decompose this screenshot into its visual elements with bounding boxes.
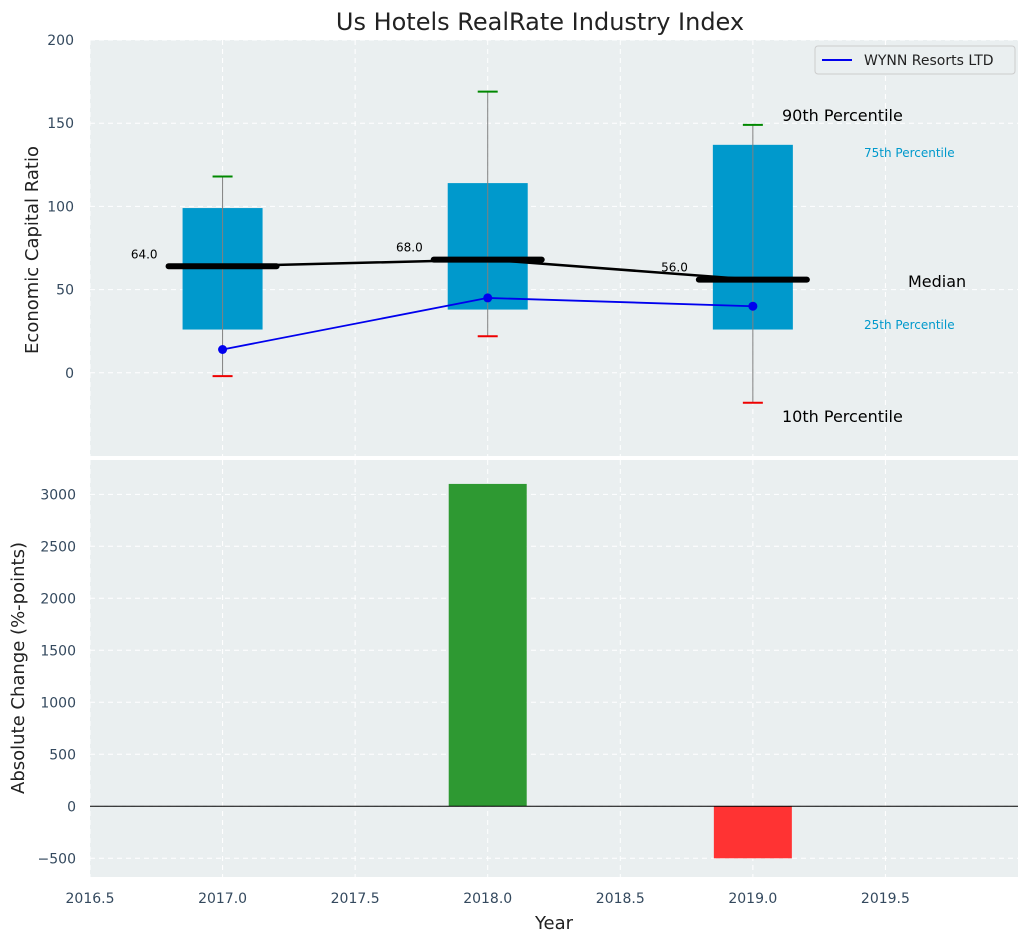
annotation-p10: 10th Percentile: [782, 407, 903, 426]
annotation-p75: 75th Percentile: [864, 146, 955, 160]
series-point: [748, 301, 758, 311]
x-axis-label: Year: [534, 913, 574, 934]
legend: WYNN Resorts LTD: [814, 45, 1016, 75]
series-point: [218, 345, 228, 355]
legend-box: [814, 45, 1016, 75]
bottom-y-tick-label: 2000: [40, 591, 76, 607]
top-y-tick-label: 50: [56, 283, 74, 299]
bottom-y-tick-label: 2500: [40, 539, 76, 555]
x-tick-label: 2019.5: [861, 891, 910, 907]
median-value-label: 64.0: [131, 247, 158, 261]
top-y-tick-label: 0: [65, 366, 74, 382]
series-point: [483, 293, 493, 303]
annotation-p90: 90th Percentile: [782, 106, 903, 125]
bottom-y-tick-label: 1500: [40, 643, 76, 659]
x-tick-label: 2018.5: [596, 891, 645, 907]
top-y-axis-label: Economic Capital Ratio: [22, 146, 43, 354]
x-tick-label: 2017.0: [198, 891, 247, 907]
x-tick-label: 2018.0: [463, 891, 512, 907]
top-y-tick-label: 150: [47, 116, 74, 132]
top-y-tick-label: 200: [47, 33, 74, 49]
median-trend-line: [222, 258, 753, 281]
median-value-label: 68.0: [396, 241, 423, 255]
bottom-y-tick-label: −500: [38, 851, 76, 867]
median-value-label: 56.0: [661, 261, 688, 275]
bottom-y-tick-label: 0: [67, 799, 76, 815]
chart-title: Us Hotels RealRate Industry Index: [336, 8, 744, 36]
change-bar-2019: [713, 806, 792, 859]
bottom-plot-area: [90, 460, 1018, 877]
top-y-tick-label: 100: [47, 199, 74, 215]
top-panel: 0 50 100 150 200 Economic Capital Ratio 64.0…: [22, 33, 1018, 456]
bottom-y-tick-label: 500: [49, 747, 76, 763]
x-tick-label: 2019.0: [728, 891, 777, 907]
change-bar-2018: [448, 483, 527, 807]
bottom-panel: −500 0 500 1000 1500 2000 2500 3000 2016.5 2017.…: [8, 460, 1018, 934]
bottom-y-tick-label: 3000: [40, 487, 76, 503]
bottom-y-tick-label: 1000: [40, 695, 76, 711]
legend-label: WYNN Resorts LTD: [864, 53, 994, 69]
x-tick-label: 2016.5: [66, 891, 115, 907]
annotation-p25: 25th Percentile: [864, 318, 955, 332]
x-tick-label: 2017.5: [331, 891, 380, 907]
annotation-median: Median: [908, 272, 966, 291]
bottom-y-axis-label: Absolute Change (%-points): [8, 542, 29, 794]
